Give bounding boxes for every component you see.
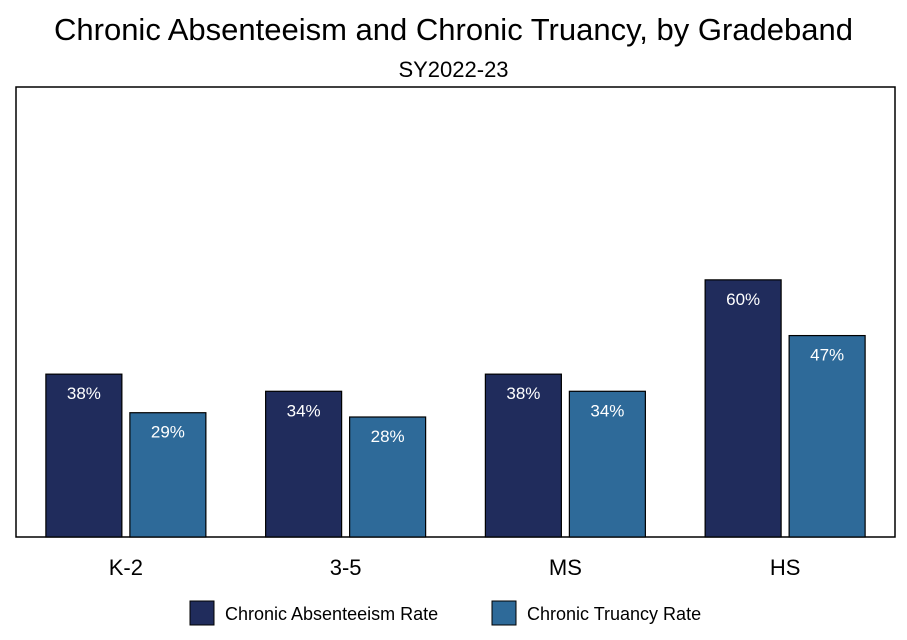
plot-area-frame: [15, 86, 896, 538]
bar-truancy-ms: [568, 390, 646, 538]
bar-truancy-hs: [788, 334, 866, 538]
data-label: 34%: [287, 401, 321, 420]
x-tick-label: 3-5: [330, 555, 362, 580]
x-tick-label: MS: [549, 555, 582, 580]
legend-label-absenteeism: Chronic Absenteeism Rate: [225, 604, 438, 624]
data-label: 29%: [151, 423, 185, 442]
data-label: 38%: [67, 384, 101, 403]
legend-swatch-truancy: [491, 600, 517, 626]
chart-subtitle: SY2022-23: [398, 57, 509, 82]
bar-absenteeism-ms: [484, 373, 562, 538]
x-tick-label: HS: [770, 555, 801, 580]
data-label: 47%: [810, 346, 844, 365]
bar-truancy-3-5: [349, 416, 427, 538]
chart-title: Chronic Absenteeism and Chronic Truancy,…: [54, 12, 853, 47]
data-label: 60%: [726, 290, 760, 309]
data-label: 28%: [371, 427, 405, 446]
legend-label-truancy: Chronic Truancy Rate: [527, 604, 701, 624]
data-label: 34%: [590, 401, 624, 420]
legend-swatch-absenteeism: [189, 600, 215, 626]
bar-absenteeism-3-5: [265, 390, 343, 538]
bar-absenteeism-k-2: [45, 373, 123, 538]
bar-truancy-k-2: [129, 412, 207, 538]
bar-absenteeism-hs: [704, 279, 782, 538]
data-label: 38%: [506, 384, 540, 403]
x-tick-label: K-2: [109, 555, 143, 580]
